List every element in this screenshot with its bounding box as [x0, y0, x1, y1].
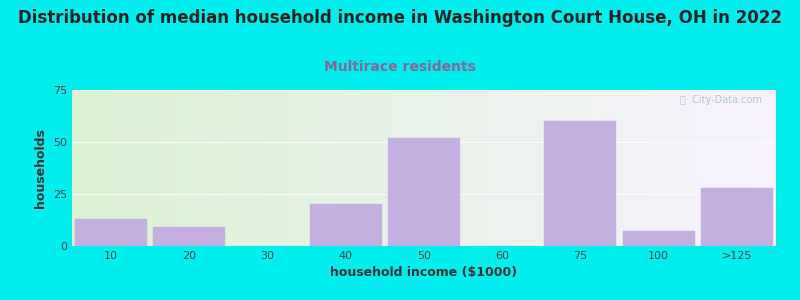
Bar	[75, 219, 147, 246]
Bar	[622, 231, 694, 246]
Bar	[388, 138, 460, 246]
Bar	[545, 121, 617, 246]
Bar	[310, 204, 382, 246]
Bar	[154, 227, 226, 246]
Y-axis label: households: households	[34, 128, 47, 208]
Text: ⓘ  City-Data.com: ⓘ City-Data.com	[680, 95, 762, 105]
X-axis label: household income ($1000): household income ($1000)	[330, 266, 518, 279]
Text: Multirace residents: Multirace residents	[324, 60, 476, 74]
Text: Distribution of median household income in Washington Court House, OH in 2022: Distribution of median household income …	[18, 9, 782, 27]
Bar	[701, 188, 773, 246]
